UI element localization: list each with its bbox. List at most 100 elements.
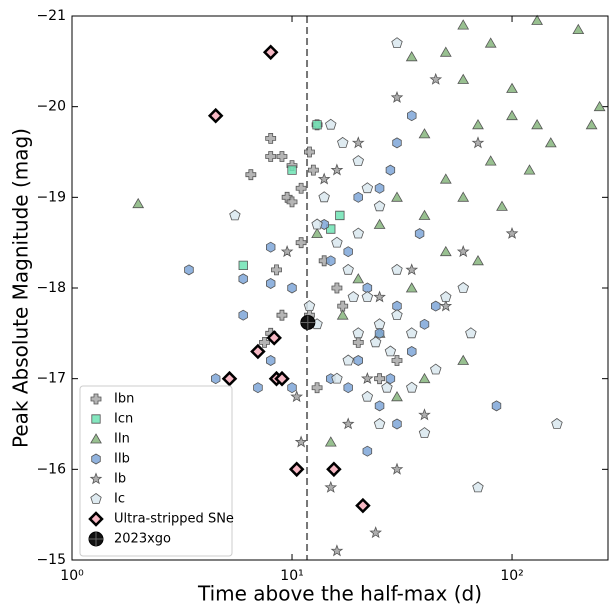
point [390,462,404,475]
point [265,151,277,162]
point [351,136,365,149]
point [531,14,543,25]
point [337,300,349,312]
point [430,363,442,375]
point [326,255,336,267]
point [419,318,430,330]
point [353,355,363,366]
point [336,309,349,320]
point [271,264,282,276]
point [288,461,305,478]
point [294,435,308,448]
point [342,354,354,366]
point [361,182,374,194]
point [374,182,385,194]
point [392,418,402,430]
point [484,155,497,166]
point [439,299,453,312]
point [373,418,386,429]
point [418,128,431,139]
point-cross [300,315,315,330]
point [287,282,297,294]
point [523,164,536,175]
point [238,273,248,285]
point [262,44,279,61]
point [457,73,470,84]
point [290,390,303,403]
point [361,372,374,385]
legend-label: 2023xgo [114,532,171,547]
point [391,263,403,275]
point [369,336,382,348]
point [238,309,248,321]
point [456,245,470,258]
point [266,330,282,346]
point [259,337,270,348]
point [132,197,145,209]
point [287,165,297,175]
point [385,164,396,176]
point [544,137,557,148]
point [317,172,331,185]
x-axis-label: Time above the half-max (d) [197,582,482,606]
point [265,133,277,144]
point [457,191,470,202]
legend-label: Ic [114,492,125,507]
y-tick-label: −15 [36,552,66,568]
point [431,300,441,312]
y-tick-label: −16 [36,461,66,477]
point [331,372,343,384]
point [374,400,385,412]
point [439,173,452,184]
point [373,218,386,229]
point [347,291,360,302]
point [266,355,276,366]
point [572,23,585,34]
point [304,146,315,158]
point [373,318,386,330]
point [405,51,418,62]
y-axis-label: Peak Absolute Magnitude (mag) [9,128,33,448]
point [496,200,508,211]
point [311,227,323,238]
point [405,282,418,293]
point [211,373,221,385]
point [406,327,418,339]
point [362,445,373,457]
point [341,417,355,430]
point [391,355,403,366]
legend-label: Ib [114,472,126,487]
point [250,343,266,360]
point [465,327,477,339]
point [418,209,431,220]
legend-marker [88,511,104,527]
point [391,309,403,320]
point [276,151,288,162]
point [373,290,386,303]
point [484,37,497,48]
point [491,400,502,412]
point [229,209,241,221]
point [381,381,393,393]
legend-box [79,385,233,557]
point [331,236,343,248]
legend-label: IIn [114,432,130,447]
point [330,163,344,176]
y-tick-label: −18 [36,280,66,296]
point [326,461,342,478]
point [352,337,364,348]
point [457,354,470,365]
point [245,169,257,181]
point [374,327,385,339]
point [506,109,518,121]
y-tick-label: −21 [36,8,66,24]
point [276,309,288,321]
point [287,382,297,394]
point [405,263,419,276]
point [324,436,337,447]
point [585,119,598,130]
point [406,381,418,393]
legend-label: Icn [114,412,133,427]
point [418,408,431,421]
point [324,480,338,493]
